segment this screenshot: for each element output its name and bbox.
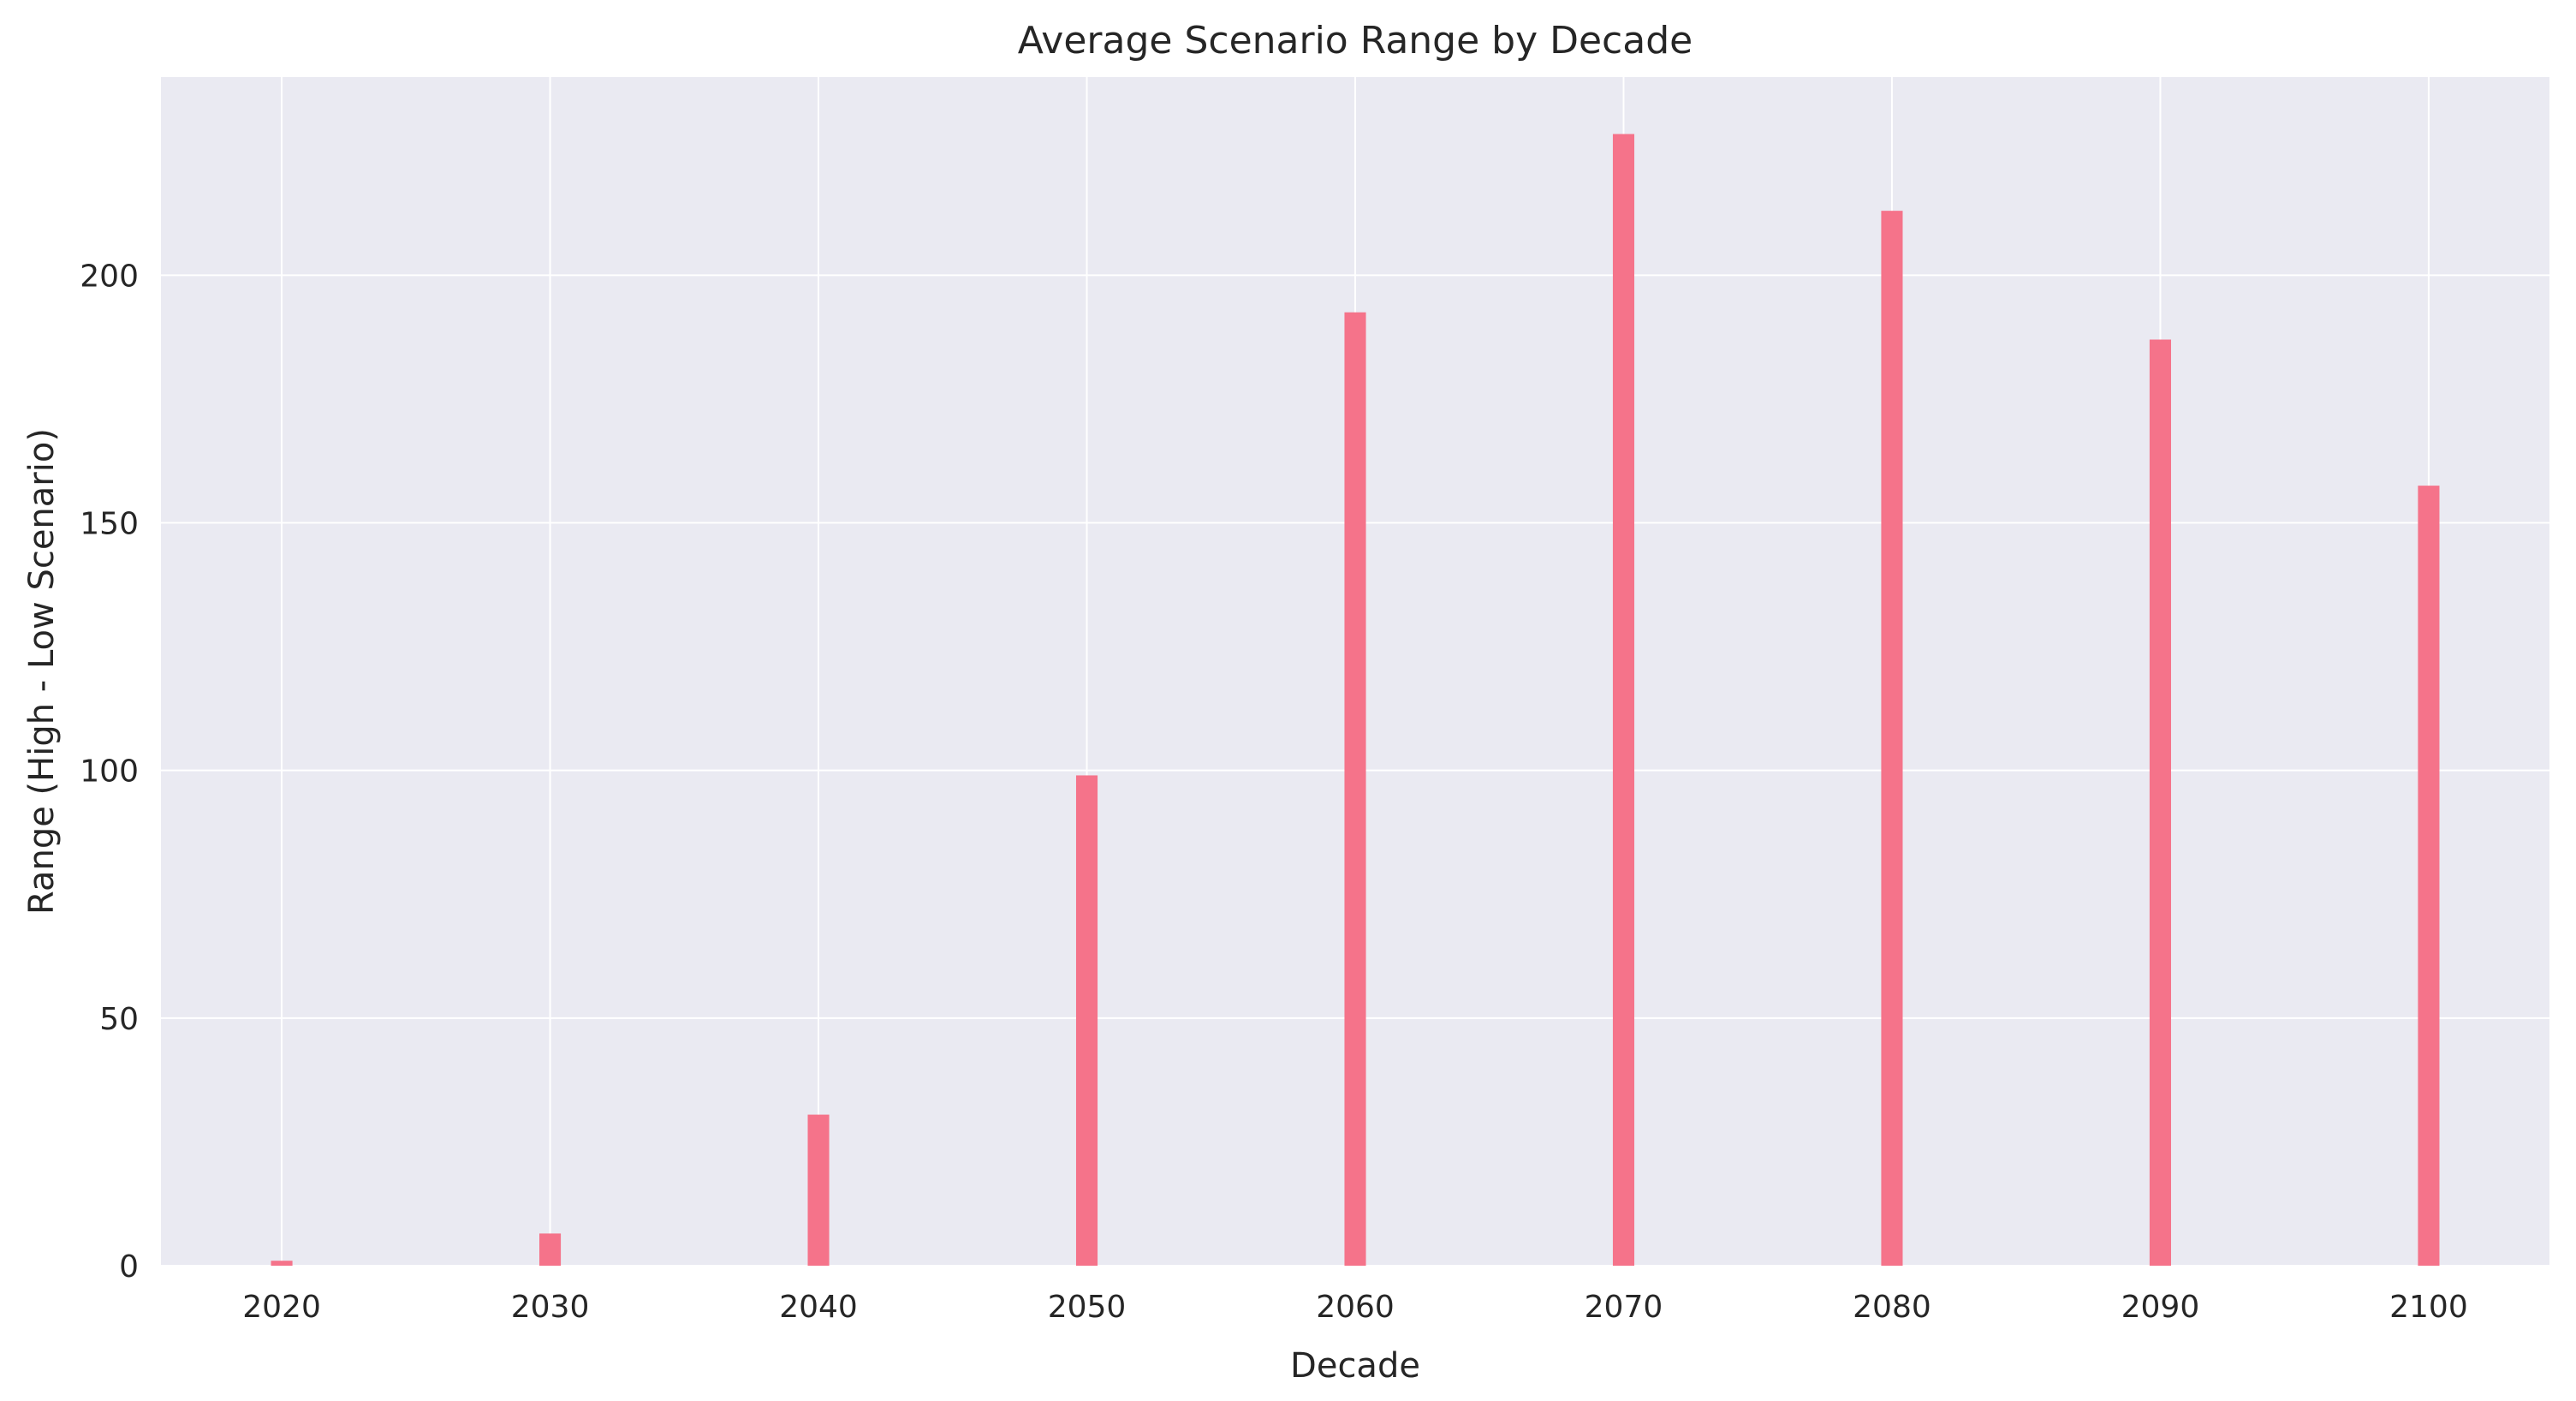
bar-2060 (1344, 312, 1366, 1266)
x-tick-label-2070: 2070 (1585, 1290, 1663, 1325)
x-tick-label-2080: 2080 (1853, 1290, 1931, 1325)
y-tick-label-100: 100 (80, 754, 139, 790)
x-tick-label-2090: 2090 (2121, 1290, 2200, 1325)
bar-2020 (271, 1261, 293, 1266)
tick-labels: 2020 2030 2040 2050 2060 2070 2080 2090 2100 0 50 1… (80, 259, 2467, 1325)
bar-2080 (1881, 211, 1903, 1266)
bar-2030 (539, 1233, 562, 1266)
y-tick-label-50: 50 (99, 1002, 139, 1037)
x-tick-label-2060: 2060 (1316, 1290, 1395, 1325)
y-tick-label-200: 200 (80, 259, 139, 294)
bar-2050 (1075, 775, 1098, 1266)
bars (271, 134, 2440, 1267)
x-axis-label: Decade (1290, 1346, 1420, 1386)
x-tick-label-2040: 2040 (779, 1290, 858, 1325)
x-tick-label-2050: 2050 (1048, 1290, 1127, 1325)
bar-2070 (1612, 134, 1635, 1267)
chart-title: Average Scenario Range by Decade (1018, 19, 1693, 63)
bar-2090 (2149, 339, 2171, 1267)
bar-2100 (2418, 486, 2440, 1266)
y-tick-label-150: 150 (80, 507, 139, 542)
x-tick-label-2030: 2030 (511, 1290, 590, 1325)
x-tick-label-2020: 2020 (242, 1290, 321, 1325)
bar-2040 (807, 1114, 830, 1266)
y-tick-label-0: 0 (119, 1249, 139, 1285)
x-tick-label-2100: 2100 (2389, 1290, 2468, 1325)
y-axis-label: Range (High - Low Scenario) (22, 428, 62, 915)
